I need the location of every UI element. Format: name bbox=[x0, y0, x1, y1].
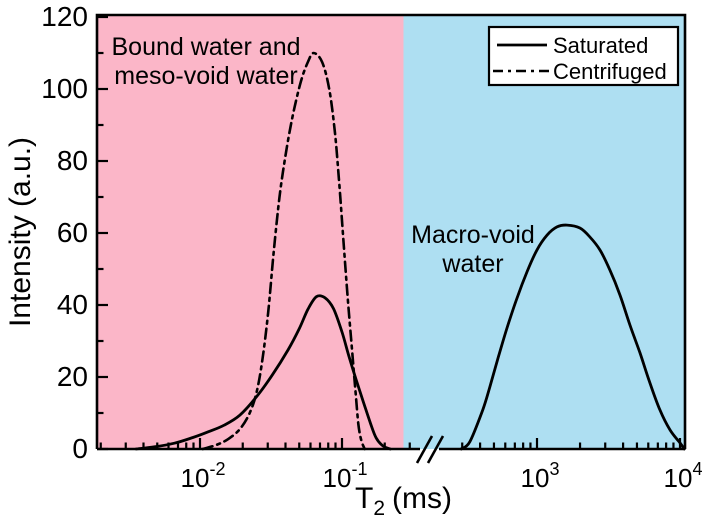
legend-label-saturated: Saturated bbox=[553, 33, 648, 58]
region-bound-meso bbox=[97, 15, 404, 449]
series-centrifuged bbox=[201, 51, 366, 451]
frame-layer bbox=[95, 13, 687, 464]
y-tick-label: 80 bbox=[57, 145, 88, 176]
y-tick-label: 100 bbox=[41, 73, 88, 104]
region-macro-void bbox=[403, 15, 686, 449]
plot-border bbox=[95, 13, 687, 451]
x-tick-label: 103 bbox=[521, 459, 560, 493]
region-label-bound-meso: Bound water and meso-void water bbox=[111, 33, 300, 90]
legend: Saturated Centrifuged bbox=[487, 25, 680, 87]
ticks-layer: 0 20 40 60 80 100 120 10-2 10-1 103 104 bbox=[41, 1, 702, 493]
y-axis-title: Intensity (a.u.) bbox=[4, 137, 37, 327]
region-label-macro-void: Macro-void water bbox=[411, 221, 535, 278]
x-axis-title: T2 (ms) bbox=[355, 482, 452, 520]
series-path-saturated bbox=[459, 223, 686, 451]
x-tick-label: 10-2 bbox=[181, 459, 226, 493]
legend-box bbox=[487, 25, 680, 87]
x-tick-label: 104 bbox=[664, 459, 703, 493]
y-tick-label: 0 bbox=[72, 433, 88, 464]
x-axis-title-subscript: 2 bbox=[373, 497, 385, 520]
legend-label-centrifuged: Centrifuged bbox=[553, 59, 667, 84]
axis-break-slash bbox=[415, 435, 434, 464]
x-tick-label: 10-1 bbox=[323, 459, 368, 493]
axis-break-slash bbox=[426, 435, 445, 464]
y-tick-label: 20 bbox=[57, 361, 88, 392]
series-saturated bbox=[134, 223, 686, 451]
regions-layer bbox=[97, 15, 686, 449]
series-path-saturated bbox=[134, 294, 392, 451]
y-tick-label: 60 bbox=[57, 217, 88, 248]
series-path-centrifuged bbox=[201, 51, 366, 451]
series-layer bbox=[134, 51, 686, 451]
y-tick-label: 120 bbox=[41, 1, 88, 32]
y-tick-label: 40 bbox=[57, 289, 88, 320]
